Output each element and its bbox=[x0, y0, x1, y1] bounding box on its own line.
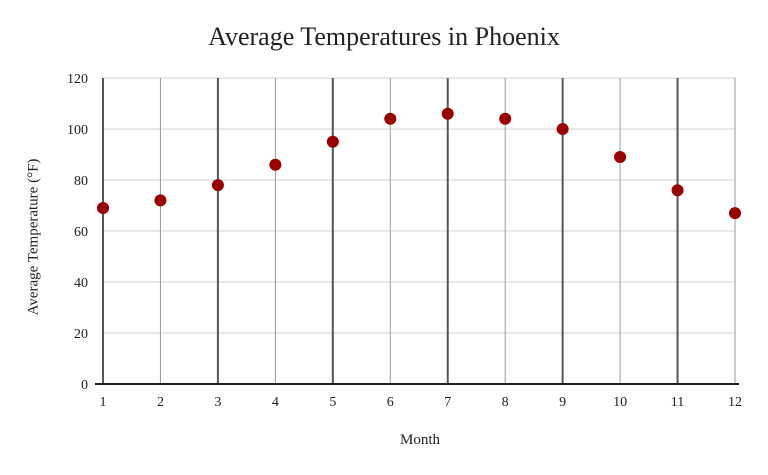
x-tick-label: 1 bbox=[100, 395, 107, 410]
y-tick-label: 20 bbox=[74, 327, 88, 342]
y-tick-label: 100 bbox=[67, 123, 88, 138]
data-point bbox=[614, 151, 627, 164]
data-point bbox=[154, 194, 167, 207]
data-point bbox=[326, 135, 339, 148]
x-tick-label: 5 bbox=[329, 395, 336, 410]
x-axis-label: Month bbox=[399, 432, 440, 448]
x-tick-label: 10 bbox=[613, 395, 627, 410]
data-point bbox=[671, 184, 684, 197]
x-tick-label: 12 bbox=[728, 395, 742, 410]
data-points bbox=[97, 107, 741, 220]
y-tick-label: 80 bbox=[74, 174, 88, 189]
x-tick-label: 8 bbox=[502, 395, 509, 410]
x-tick-label: 2 bbox=[157, 395, 164, 410]
x-tick-label: 6 bbox=[387, 395, 394, 410]
x-tick-label: 7 bbox=[444, 395, 451, 410]
x-tick-label: 3 bbox=[214, 395, 221, 410]
x-tick-label: 9 bbox=[559, 395, 566, 410]
data-point bbox=[384, 112, 397, 125]
y-tick-label: 60 bbox=[74, 225, 88, 240]
data-point bbox=[211, 179, 224, 192]
x-tick-label: 4 bbox=[272, 395, 279, 410]
y-tick-label: 0 bbox=[81, 378, 88, 393]
grid-lines bbox=[102, 77, 736, 384]
data-point bbox=[499, 112, 512, 125]
data-point bbox=[556, 123, 569, 135]
y-tick-label: 120 bbox=[67, 72, 88, 87]
data-point bbox=[97, 202, 109, 215]
data-point bbox=[729, 207, 741, 220]
data-point bbox=[269, 158, 282, 171]
data-point bbox=[441, 107, 454, 120]
y-tick-label: 40 bbox=[74, 276, 88, 291]
x-tick-label: 11 bbox=[671, 395, 684, 410]
chart-title: Average Temperatures in Phoenix bbox=[208, 22, 560, 51]
